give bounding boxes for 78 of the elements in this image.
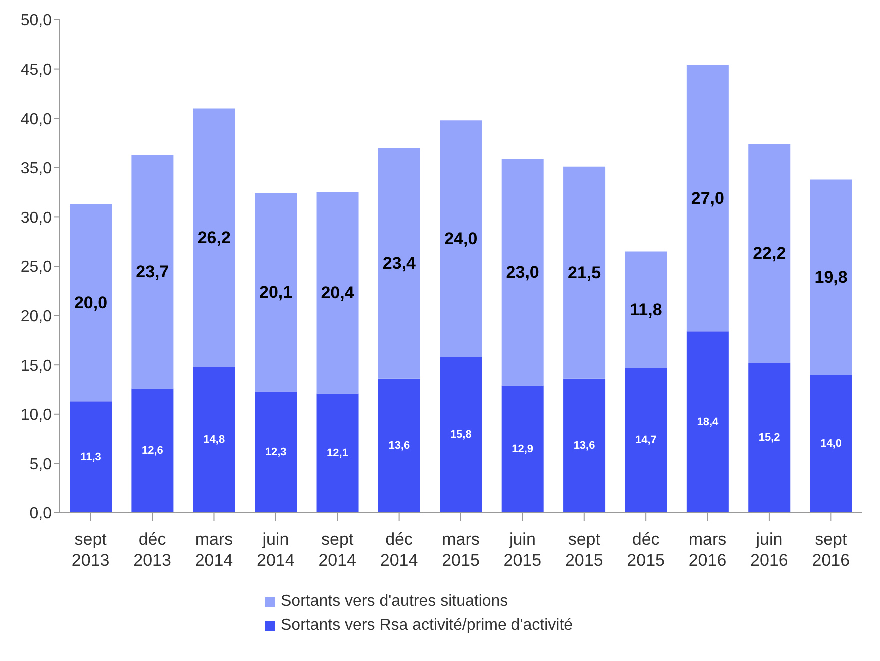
data-label: 12,6 [142, 444, 164, 457]
bar [70, 204, 112, 402]
bar [625, 252, 668, 368]
data-label: 12,1 [327, 447, 348, 460]
x-tick-label: juin 2015 [504, 530, 542, 570]
data-label: 20,1 [260, 283, 293, 302]
bar [686, 332, 729, 513]
bar [316, 394, 359, 513]
x-tick-label: mars 2015 [442, 530, 480, 570]
legend-label: Sortants vers d'autres situations [281, 593, 508, 611]
bar [810, 374, 852, 513]
x-tick-label: sept 2015 [565, 530, 604, 570]
data-label: 14,7 [636, 434, 657, 447]
data-label: 23,4 [382, 254, 417, 274]
bar [132, 155, 174, 389]
x-tick-label: sept 2013 [72, 530, 110, 570]
x-tick-label: mars 2014 [195, 530, 234, 570]
bar [564, 166, 606, 379]
y-tick-label: 45,0 [20, 62, 52, 79]
data-label: 24,0 [444, 229, 478, 248]
data-label: 15,2 [758, 432, 780, 444]
data-label: 12,9 [512, 443, 534, 456]
bar [625, 368, 668, 513]
y-tick-label: 10,0 [20, 407, 52, 424]
bar [748, 363, 791, 513]
y-tick-label: 15,0 [20, 358, 52, 375]
y-tick-label: 50,0 [20, 12, 52, 30]
x-tick-label: juin 2016 [750, 530, 788, 570]
bar [564, 378, 606, 513]
bar [502, 386, 544, 513]
y-tick-label: 30,0 [20, 210, 52, 227]
x-tick-label: déc 2013 [134, 530, 172, 570]
data-label: 23,7 [136, 262, 170, 282]
y-tick-label: 5,0 [30, 456, 52, 474]
data-label: 21,5 [568, 263, 602, 282]
bar [440, 120, 482, 358]
bar [70, 402, 112, 513]
bar [378, 378, 420, 513]
y-tick-label: 25,0 [20, 259, 52, 276]
x-tick-label: mars 2016 [688, 530, 727, 570]
bar [316, 192, 359, 394]
x-tick-label: déc 2015 [627, 530, 665, 570]
bar [132, 388, 174, 513]
legend-label: Sortants vers Rsa activité/prime d'activité [281, 617, 574, 635]
y-tick-label: 35,0 [20, 160, 52, 178]
x-tick-label: sept 2014 [318, 530, 357, 570]
data-label: 13,6 [388, 440, 410, 452]
bar [378, 148, 420, 379]
data-label: 18,4 [697, 416, 720, 428]
data-label: 11,3 [80, 451, 102, 464]
data-label: 15,8 [450, 429, 472, 442]
x-tick-label: juin 2014 [257, 530, 295, 570]
data-label: 22,2 [753, 244, 786, 264]
data-label: 26,2 [198, 228, 231, 248]
data-label: 14,8 [204, 434, 226, 446]
bar [255, 194, 298, 392]
data-label: 19,8 [814, 268, 848, 287]
bar [193, 108, 236, 368]
data-label: 27,0 [691, 188, 724, 208]
x-tick-label: déc 2014 [380, 530, 418, 570]
y-tick-label: 20,0 [20, 308, 52, 326]
bar [255, 392, 298, 513]
bar [686, 65, 729, 332]
data-label: 20,4 [321, 284, 355, 303]
data-label: 13,6 [574, 440, 596, 452]
data-label: 12,3 [265, 446, 287, 458]
bar [502, 159, 544, 386]
bar [440, 357, 482, 513]
data-label: 23,0 [506, 262, 540, 282]
y-tick-label: 0,0 [30, 506, 52, 523]
data-label: 20,0 [74, 293, 108, 312]
bar [748, 144, 791, 364]
data-label: 11,8 [630, 300, 662, 320]
bar [193, 367, 236, 513]
bar [810, 180, 852, 375]
x-tick-label: sept 2016 [812, 530, 850, 570]
y-tick-label: 40,0 [20, 111, 52, 128]
data-label: 14,0 [820, 438, 842, 450]
